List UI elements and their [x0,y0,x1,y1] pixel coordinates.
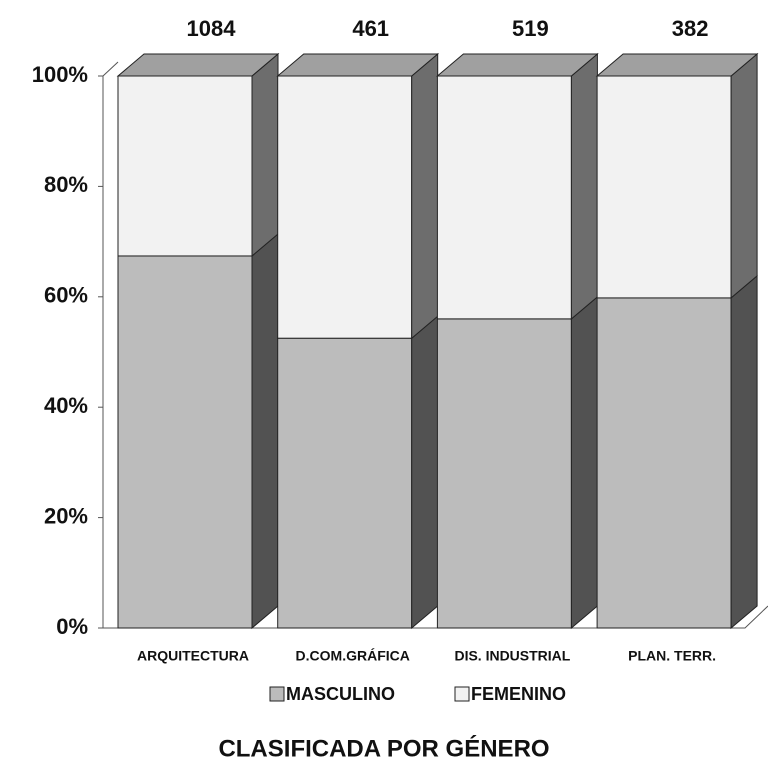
legend-label: MASCULINO [286,684,395,704]
x-tick-label: PLAN. TERR. [628,648,716,664]
total-label: 382 [672,16,709,41]
bar-top [116,53,280,77]
bar-side [411,315,439,630]
bar-segment [117,255,253,629]
bar-side [251,232,279,630]
bar-segment [596,297,732,629]
bar-top [276,53,440,77]
y-tick-label: 0% [56,614,88,639]
bar-top [595,53,759,77]
x-tick-label: D.COM.GRÁFICA [296,648,410,664]
legend-swatch [269,686,285,702]
y-tick-label: 80% [44,172,88,197]
x-tick-label: DIS. INDUSTRIAL [454,648,570,664]
total-label: 461 [352,16,389,41]
y-tick-label: 100% [32,62,88,87]
chart-title: CLASIFICADA POR GÉNERO [218,734,549,762]
bar-top [436,53,599,77]
legend-label: FEMENINO [471,684,566,704]
bar-segment [117,75,253,257]
legend-swatch [454,686,470,702]
bar-side [570,52,598,320]
bar-side [730,52,758,299]
bar-segment [596,75,732,299]
x-tick-label: ARQUITECTURA [137,648,249,664]
bar-side [730,274,758,630]
y-tick-label: 60% [44,283,88,308]
bar-segment [436,318,572,629]
bar-side [570,295,598,630]
total-label: 1084 [187,16,237,41]
y-tick-label: 20% [44,503,88,528]
total-label: 519 [512,16,549,41]
bar-segment [277,75,413,339]
bar-segment [436,75,572,320]
axis-wall [102,61,119,628]
y-tick-label: 40% [44,393,88,418]
bar-segment [277,337,413,629]
bar-side [251,52,279,258]
bar-side [411,52,439,340]
